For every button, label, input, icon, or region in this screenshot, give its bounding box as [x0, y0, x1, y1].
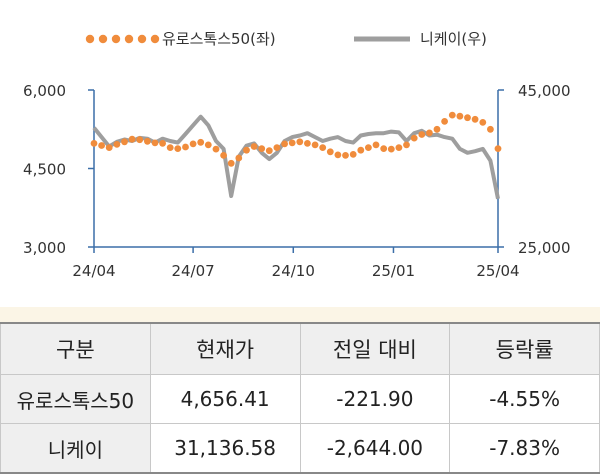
eurostoxx-point	[189, 140, 197, 148]
eurostoxx-point	[487, 125, 494, 133]
eurostoxx-point	[204, 141, 212, 149]
eurostoxx-point	[128, 135, 136, 143]
eurostoxx-point	[250, 143, 258, 150]
eurostoxx-point	[464, 114, 471, 122]
table-row: 니케이 31,136.58 -2,644.00 -7.83%	[0, 423, 600, 474]
legend-dot	[137, 34, 147, 44]
eurostoxx-point	[410, 134, 418, 142]
eurostoxx-point	[159, 140, 167, 147]
table-top-band	[0, 307, 600, 325]
eurostoxx-point	[372, 141, 380, 149]
eurostoxx-point	[197, 138, 205, 146]
eurostoxx-point	[98, 142, 105, 149]
eurostoxx-point	[144, 137, 151, 145]
quote-table: 구분 현재가 전일 대비 등락률 유로스톡스50 4,656.41 -221.9…	[0, 322, 600, 474]
left-tick-label: 3,000	[23, 239, 66, 257]
left-tick-label: 6,000	[23, 82, 66, 100]
series-eurostoxx	[90, 111, 502, 167]
right-tick-label: 25,000	[518, 239, 571, 257]
eurostoxx-point	[387, 145, 395, 153]
eurostoxx-point	[265, 147, 273, 155]
eurostoxx-point	[113, 141, 121, 148]
eurostoxx-point	[471, 115, 479, 123]
eurostoxx-point	[220, 152, 228, 159]
eurostoxx-point	[182, 143, 189, 151]
legend-dot	[111, 34, 121, 44]
eurostoxx-point	[243, 146, 250, 154]
eurostoxx-point	[273, 144, 281, 152]
x-tick-label: 25/01	[372, 262, 415, 280]
header-price: 현재가	[149, 322, 301, 375]
row-name: 유로스톡스50	[0, 374, 151, 424]
left-axis-ticks: 3,000 4,500 6,000	[23, 82, 94, 257]
eurostoxx-point	[456, 112, 464, 120]
row-name: 니케이	[0, 423, 151, 474]
right-axis-ticks: 25,000 45,000	[498, 82, 571, 257]
row-price: 4,656.41	[149, 374, 301, 424]
legend-label-nikkei: 니케이(우)	[420, 30, 487, 48]
eurostoxx-point	[426, 129, 433, 137]
eurostoxx-point	[326, 148, 334, 156]
header-pct: 등락률	[449, 322, 600, 375]
eurostoxx-point	[365, 144, 372, 152]
eurostoxx-point	[357, 146, 365, 154]
left-tick-label: 4,500	[23, 161, 66, 179]
eurostoxx-point	[418, 131, 426, 138]
row-pct: -4.55%	[449, 374, 600, 424]
header-change: 전일 대비	[299, 322, 451, 375]
eurostoxx-point	[258, 145, 266, 153]
row-pct: -7.83%	[449, 423, 600, 474]
row-price: 31,136.58	[149, 423, 301, 474]
chart: 유로스톡스50(좌) 니케이(우) 3,000 4,500 6,000 25,000…	[23, 30, 571, 280]
legend-label-eurostoxx: 유로스톡스50(좌)	[162, 30, 276, 48]
eurostoxx-point	[212, 145, 220, 153]
eurostoxx-point	[494, 145, 502, 153]
table-row: 유로스톡스50 4,656.41 -221.90 -4.55%	[0, 374, 600, 424]
eurostoxx-point	[319, 144, 327, 152]
eurostoxx-point	[334, 151, 342, 159]
eurostoxx-point	[441, 118, 448, 125]
legend: 유로스톡스50(좌) 니케이(우)	[85, 30, 487, 48]
eurostoxx-point	[304, 140, 311, 147]
eurostoxx-point	[433, 125, 441, 133]
eurostoxx-point	[349, 151, 357, 158]
eurostoxx-point	[174, 145, 182, 153]
legend-swatch-eurostoxx	[85, 34, 160, 44]
eurostoxx-point	[403, 141, 410, 149]
eurostoxx-point	[166, 144, 174, 152]
eurostoxx-point	[136, 136, 144, 144]
header-category: 구분	[0, 322, 151, 375]
eurostoxx-point	[288, 139, 296, 147]
legend-dot	[98, 34, 108, 44]
eurostoxx-point	[311, 141, 319, 149]
legend-dot	[124, 34, 134, 44]
table-header-row: 구분 현재가 전일 대비 등락률	[0, 322, 600, 375]
eurostoxx-point	[235, 154, 243, 162]
x-tick-label: 25/04	[476, 262, 519, 280]
x-tick-label: 24/10	[272, 262, 315, 280]
eurostoxx-point	[90, 140, 98, 147]
eurostoxx-point	[151, 139, 159, 147]
x-tick-label: 24/04	[72, 262, 115, 280]
eurostoxx-point	[448, 111, 456, 119]
eurostoxx-point	[281, 140, 288, 148]
eurostoxx-point	[227, 159, 235, 167]
row-change: -2,644.00	[299, 423, 451, 474]
eurostoxx-point	[395, 144, 403, 152]
eurostoxx-point	[121, 138, 128, 146]
legend-dot	[150, 34, 160, 44]
eurostoxx-point	[105, 144, 113, 152]
eurostoxx-point	[342, 152, 349, 159]
row-change: -221.90	[299, 374, 451, 424]
right-tick-label: 45,000	[518, 82, 571, 100]
eurostoxx-point	[296, 138, 304, 146]
legend-dot	[85, 34, 95, 44]
x-tick-label: 24/07	[171, 262, 214, 280]
x-axis-ticks: 24/04 24/07 24/10 25/01 25/04	[72, 247, 520, 280]
eurostoxx-point	[479, 119, 487, 126]
eurostoxx-point	[380, 145, 388, 153]
